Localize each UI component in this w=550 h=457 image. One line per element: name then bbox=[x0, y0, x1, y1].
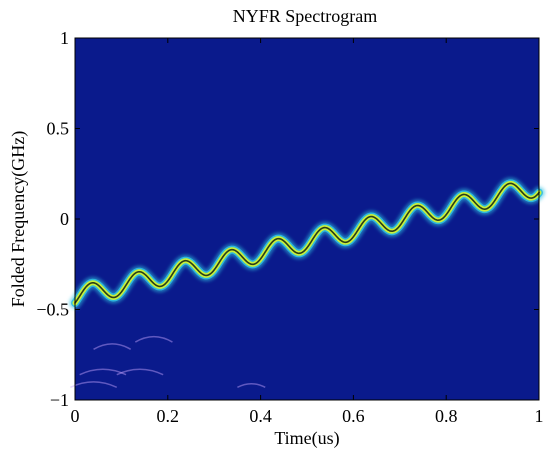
y-tick-label: 0 bbox=[60, 209, 69, 229]
ridge-layer bbox=[69, 177, 545, 310]
x-axis-label: Time(us) bbox=[274, 428, 339, 449]
x-axis: 0 0.2 0.4 0.6 0.8 1 bbox=[71, 38, 544, 426]
x-tick-label: 0 bbox=[71, 406, 80, 426]
y-tick-label: 0.5 bbox=[47, 119, 70, 139]
ghost-arc bbox=[237, 382, 266, 388]
ghost-arc bbox=[79, 368, 127, 376]
y-axis: 1 0.5 0 −0.5 −1 bbox=[36, 28, 539, 410]
ghost-arc bbox=[134, 335, 173, 343]
ghost-arc bbox=[93, 343, 132, 350]
x-tick-label: 0.8 bbox=[435, 406, 458, 426]
plot-area bbox=[75, 38, 539, 400]
y-axis-label: Folded Frequency(GHz) bbox=[8, 131, 29, 307]
x-tick-label: 0.6 bbox=[342, 406, 365, 426]
ghost-artifacts bbox=[70, 335, 266, 389]
chart-title: NYFR Spectrogram bbox=[233, 6, 377, 26]
ridge-center bbox=[74, 182, 540, 304]
ghost-arc bbox=[116, 368, 164, 376]
ghost-arc bbox=[70, 381, 118, 389]
y-tick-label: −1 bbox=[50, 390, 69, 410]
x-tick-label: 1 bbox=[535, 406, 544, 426]
y-tick-label: 1 bbox=[60, 28, 69, 48]
x-tick-label: 0.2 bbox=[157, 406, 180, 426]
x-tick-label: 0.4 bbox=[249, 406, 272, 426]
y-tick-label: −0.5 bbox=[36, 300, 69, 320]
